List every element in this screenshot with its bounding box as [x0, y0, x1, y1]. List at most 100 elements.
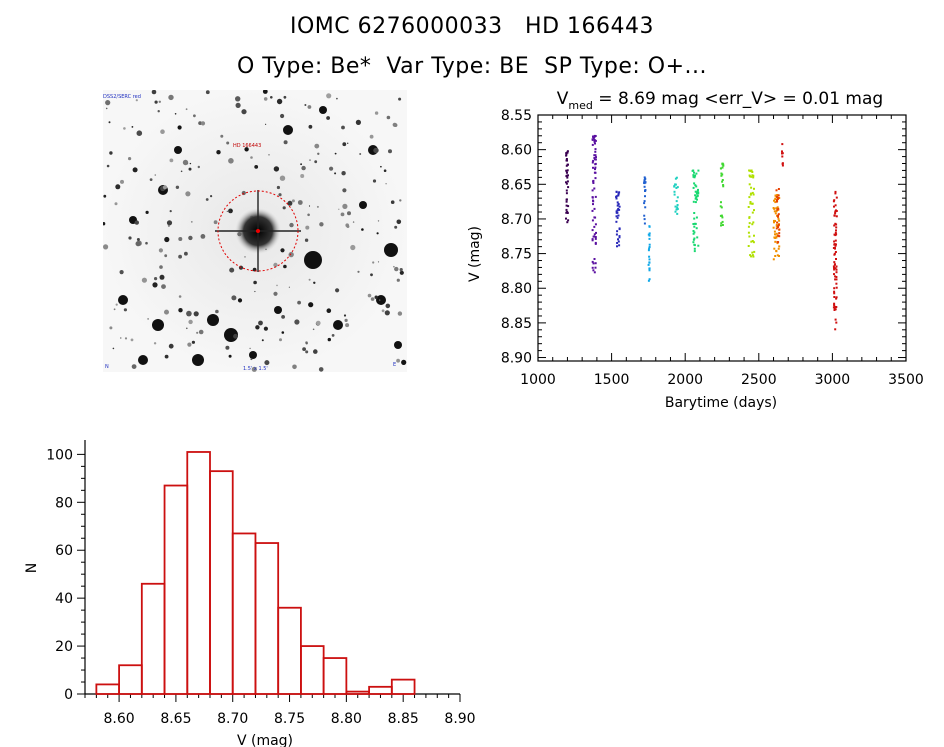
lc-point — [615, 195, 618, 198]
lc-point — [594, 139, 597, 142]
lc-point — [673, 193, 676, 196]
field-star — [396, 278, 400, 282]
field-star — [228, 354, 232, 358]
field-star — [178, 308, 183, 313]
lc-point — [592, 159, 595, 162]
lc-point — [565, 164, 568, 167]
lc-point — [834, 190, 837, 193]
lc-point — [648, 237, 651, 240]
lc-point — [693, 237, 696, 240]
field-star — [123, 308, 127, 312]
field-star — [294, 319, 300, 325]
lc-point — [692, 241, 695, 244]
lc-point — [777, 234, 780, 237]
lc-point — [696, 198, 698, 201]
field-star — [372, 261, 375, 264]
lc-point — [674, 177, 677, 180]
field-star — [388, 149, 392, 154]
hist-bar — [209, 470, 234, 695]
field-star — [196, 331, 199, 334]
lc-point — [777, 247, 780, 250]
lc-point — [747, 206, 750, 208]
field-star — [178, 295, 182, 298]
lc-point — [676, 204, 679, 206]
lc-point — [835, 265, 838, 268]
lc-point — [565, 182, 568, 185]
hist-xtick-label: 8.75 — [274, 711, 305, 727]
lc-point — [593, 233, 596, 236]
field-star — [241, 109, 247, 115]
lc-point — [749, 169, 752, 172]
field-star — [109, 326, 113, 330]
lc-point — [721, 162, 724, 165]
lc-point — [777, 188, 780, 190]
north-label: N — [105, 364, 109, 370]
field-star — [174, 146, 182, 154]
lc-point — [592, 203, 594, 206]
lc-point — [594, 168, 596, 171]
lc-point — [618, 205, 621, 208]
lc-point — [835, 223, 838, 226]
lc-point — [720, 222, 723, 225]
lc-point — [777, 223, 780, 226]
lc-point — [697, 169, 700, 172]
lc-point — [775, 236, 778, 239]
lc-point — [747, 245, 750, 247]
lc-point — [774, 240, 777, 243]
field-star — [314, 160, 318, 164]
field-star — [200, 121, 206, 126]
lc-point — [753, 187, 755, 190]
lc-point — [692, 174, 695, 177]
field-star — [334, 152, 337, 155]
lc-xtick-label: 2500 — [741, 372, 777, 388]
field-star — [280, 248, 285, 253]
lc-point — [693, 212, 696, 214]
lc-point — [591, 143, 594, 146]
field-star — [283, 95, 287, 99]
lc-point — [565, 198, 568, 201]
lc-point — [775, 232, 778, 235]
hist-bar — [300, 645, 325, 695]
lc-point — [618, 244, 621, 247]
hist-ytick-label: 80 — [55, 495, 73, 511]
field-star — [359, 153, 362, 155]
lc-point — [643, 176, 646, 179]
field-star — [189, 162, 192, 165]
lc-point — [643, 185, 646, 188]
lc-point — [648, 261, 651, 264]
lc-point — [594, 223, 597, 226]
field-star — [270, 96, 273, 99]
hist-ytick-label: 0 — [64, 687, 73, 703]
lc-point — [833, 261, 836, 264]
lc-point — [835, 296, 838, 299]
lc-point — [752, 174, 755, 177]
lc-point — [693, 247, 696, 250]
field-star — [255, 325, 260, 330]
lc-point — [591, 209, 594, 212]
hist-xlabel: V (mag) — [237, 733, 293, 747]
lc-point — [833, 309, 836, 311]
lc-point — [566, 221, 569, 224]
hist-bar — [390, 678, 416, 695]
field-star — [396, 219, 402, 225]
field-star — [393, 265, 395, 268]
field-star — [273, 166, 280, 172]
field-star — [401, 359, 407, 365]
lc-point — [676, 212, 679, 215]
hist-bar — [140, 582, 166, 695]
field-star — [161, 284, 166, 289]
field-star — [154, 277, 158, 281]
field-star — [316, 320, 321, 326]
lc-point — [781, 162, 784, 165]
field-star — [187, 342, 192, 347]
lc-point — [594, 266, 597, 269]
field-star — [145, 210, 149, 214]
lc-point — [648, 225, 651, 228]
lc-point — [750, 240, 753, 243]
lc-point — [693, 250, 696, 253]
lc-point — [835, 209, 837, 212]
field-star — [182, 159, 189, 166]
lc-point — [693, 225, 696, 228]
lc-point — [676, 206, 679, 209]
lc-point — [835, 321, 838, 324]
